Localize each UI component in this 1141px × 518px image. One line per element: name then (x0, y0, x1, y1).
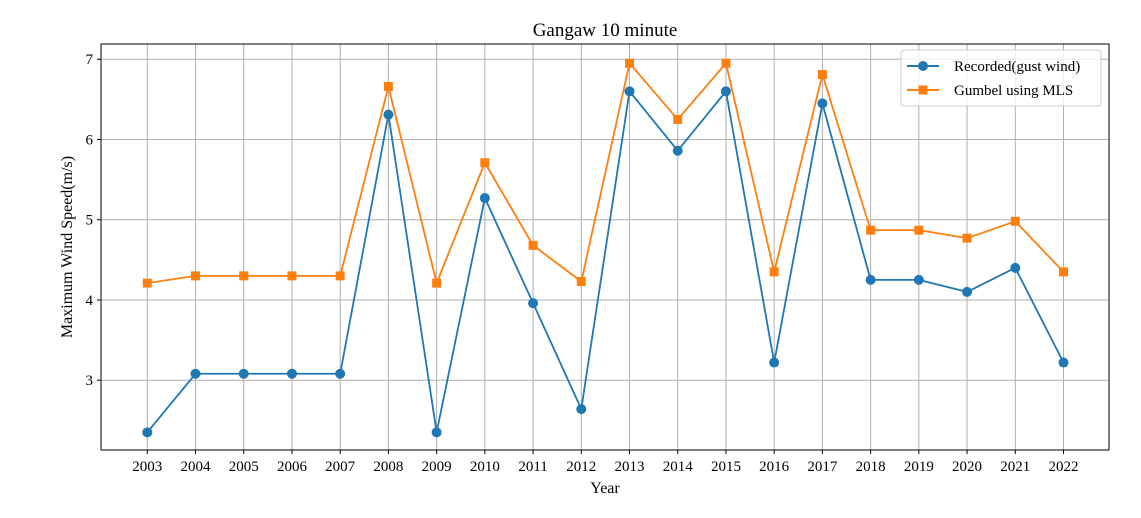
data-point-gumbel (335, 271, 345, 281)
x-tick-label: 2012 (566, 459, 596, 475)
series-line-gumbel (147, 62, 1065, 285)
chart-title: Gangaw 10 minute (533, 20, 678, 41)
data-point-gumbel (480, 158, 490, 168)
data-point-gumbel (866, 225, 876, 235)
plot-area-frame (100, 43, 1110, 451)
data-point-gumbel (142, 278, 152, 288)
x-axis-label: Year (590, 480, 620, 497)
x-tick-label: 2009 (422, 459, 452, 475)
x-tick-label: 2018 (856, 459, 886, 475)
x-tick-label: 2021 (1000, 459, 1030, 475)
data-point-recorded (142, 427, 153, 438)
data-point-recorded (672, 145, 683, 156)
data-point-recorded (335, 368, 346, 379)
data-point-recorded (1010, 262, 1021, 273)
series-recorded (142, 86, 1069, 438)
x-axis-ticks: 2003 2004 2005 2006 2007 2008 2009 2010 2011 2012… (132, 450, 1079, 475)
y-axis-label: Maximum Wind Speed(m/s) (59, 156, 76, 338)
legend-label-gumbel: Gumbel using MLS (954, 83, 1073, 99)
legend: Recorded(gust wind) Gumbel using MLS (900, 49, 1102, 107)
data-point-recorded (769, 357, 780, 368)
data-point-gumbel (962, 233, 972, 243)
series-layer (142, 58, 1069, 438)
series-line-recorded (146, 90, 1065, 434)
data-point-recorded (1058, 357, 1069, 368)
y-tick-label: 5 (86, 213, 94, 229)
data-point-gumbel (191, 271, 201, 281)
data-point-gumbel (673, 114, 683, 124)
x-tick-label: 2008 (373, 459, 403, 475)
data-point-gumbel (383, 82, 393, 92)
x-tick-label: 2010 (470, 459, 500, 475)
data-point-gumbel (1010, 216, 1020, 226)
data-point-recorded (286, 368, 297, 379)
data-point-gumbel (914, 225, 924, 235)
y-tick-label: 3 (86, 373, 94, 389)
y-tick-label: 6 (86, 132, 94, 148)
legend-label-recorded: Recorded(gust wind) (954, 59, 1080, 75)
x-tick-label: 2011 (518, 459, 547, 475)
x-tick-label: 2020 (952, 459, 982, 475)
series-gumbel (142, 58, 1068, 288)
data-point-gumbel (1059, 267, 1068, 277)
data-point-gumbel (432, 278, 442, 288)
data-point-recorded (624, 86, 635, 97)
data-point-recorded (190, 368, 201, 379)
y-tick-label: 4 (86, 293, 94, 309)
x-tick-label: 2014 (663, 459, 694, 475)
data-point-recorded (431, 427, 442, 438)
data-point-gumbel (239, 271, 249, 281)
legend-marker-gumbel (918, 85, 928, 95)
x-tick-label: 2013 (615, 459, 645, 475)
data-point-recorded (238, 368, 249, 379)
data-point-gumbel (721, 58, 731, 68)
data-point-recorded (962, 286, 973, 297)
data-point-recorded (383, 109, 394, 120)
x-tick-label: 2015 (711, 459, 741, 475)
data-point-recorded (865, 274, 876, 285)
data-point-recorded (913, 274, 924, 285)
x-tick-label: 2006 (277, 459, 308, 475)
data-point-gumbel (817, 69, 827, 79)
data-point-gumbel (576, 277, 586, 287)
data-point-gumbel (528, 240, 538, 250)
data-point-recorded (576, 404, 587, 415)
x-tick-label: 2004 (181, 459, 212, 475)
data-point-recorded (720, 86, 731, 97)
y-axis-ticks: 3 4 5 6 7 (86, 52, 101, 389)
data-point-gumbel (287, 271, 297, 281)
x-tick-label: 2022 (1049, 459, 1079, 475)
data-point-gumbel (625, 58, 635, 68)
x-tick-label: 2003 (132, 459, 162, 475)
x-tick-label: 2007 (325, 459, 356, 475)
x-tick-label: 2016 (759, 459, 790, 475)
legend-frame (900, 49, 1102, 107)
data-point-recorded (479, 193, 490, 204)
y-tick-label: 7 (86, 52, 94, 68)
x-tick-label: 2019 (904, 459, 934, 475)
legend-marker-recorded (918, 61, 928, 71)
data-point-recorded (817, 98, 828, 109)
x-tick-label: 2017 (807, 459, 838, 475)
data-point-recorded (528, 298, 539, 309)
x-tick-label: 2005 (229, 459, 259, 475)
data-point-gumbel (769, 267, 779, 277)
